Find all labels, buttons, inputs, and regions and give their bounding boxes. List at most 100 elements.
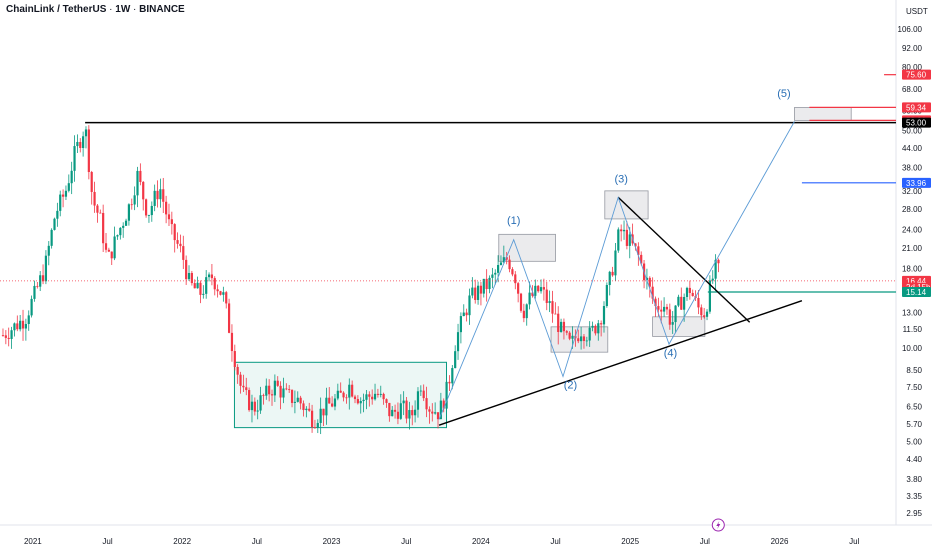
candle-body [84, 129, 88, 137]
currency-label: USDT [906, 7, 928, 16]
candle-body [625, 229, 628, 246]
candle-body [545, 289, 548, 303]
x-tick-label: 2021 [24, 537, 42, 546]
candle-body [70, 170, 73, 184]
candle-body [594, 325, 597, 334]
candle-body [468, 295, 471, 316]
candle-body [663, 306, 666, 312]
y-tick-label: 11.50 [903, 325, 923, 334]
candle-body [225, 292, 228, 304]
candle-body [554, 313, 557, 315]
candle-body [611, 271, 614, 276]
y-tick-label: 10.00 [902, 344, 923, 353]
price-badge-2 [902, 102, 931, 113]
candle-body [497, 264, 500, 273]
candle-body [268, 385, 271, 395]
candle-body [302, 403, 305, 411]
candle-body [236, 366, 239, 375]
candle-body [620, 229, 623, 232]
y-tick-label: 32.00 [902, 187, 923, 196]
candle-body [273, 380, 276, 396]
candle-body [537, 285, 540, 292]
candle-body [373, 393, 377, 400]
candle-body [445, 381, 448, 409]
candle-body [322, 408, 325, 416]
candle-body [368, 394, 371, 397]
y-tick-label: 44.00 [902, 144, 923, 153]
candle-body [522, 310, 525, 319]
candle-body [336, 390, 339, 399]
candle-body [353, 396, 357, 400]
candle-body [250, 401, 254, 411]
candle-body [288, 389, 291, 390]
y-tick-label: 3.80 [906, 475, 922, 484]
candle-body [519, 293, 523, 311]
candle-body [90, 172, 93, 192]
candle-body [305, 408, 308, 411]
candle-body [87, 129, 90, 173]
candle-body [227, 303, 231, 333]
candle-body [485, 278, 488, 290]
candle-body [534, 285, 537, 296]
candle-body [242, 385, 245, 388]
candle-body [104, 243, 108, 250]
candle-body [79, 141, 82, 148]
candle-body [382, 393, 385, 400]
candle-body [345, 397, 348, 399]
candle-body [405, 400, 408, 419]
x-tick-label: Jul [401, 537, 411, 546]
candle-body [705, 311, 709, 317]
wave-label-5: (5) [777, 88, 790, 100]
candle-body [640, 254, 643, 264]
candle-body [508, 259, 511, 270]
y-tick-label: 68.00 [902, 85, 923, 94]
trendline-1[interactable] [438, 300, 803, 426]
candle-body [248, 390, 251, 411]
trendline-2[interactable] [617, 196, 751, 323]
candle-body [82, 136, 85, 148]
candle-body [16, 323, 19, 330]
candle-body [153, 190, 156, 206]
zone-box-1[interactable] [498, 233, 556, 262]
x-tick-label: Jul [849, 537, 859, 546]
interval-label[interactable]: 1W [115, 4, 131, 15]
candle-body [419, 390, 422, 392]
candle-body [525, 304, 528, 319]
y-tick-label: 50.00 [902, 127, 923, 136]
candle-body [165, 201, 168, 215]
candle-body [376, 393, 380, 395]
candle-body [139, 170, 142, 182]
candle-body [597, 323, 600, 334]
candle-body [73, 146, 76, 171]
x-tick-label: Jul [550, 537, 560, 546]
candle-body [528, 292, 531, 305]
y-tick-label: 21.00 [902, 244, 923, 253]
symbol-name[interactable]: ChainLink / TetherUS [6, 4, 107, 15]
candle-body [442, 400, 445, 409]
candle-body [50, 229, 53, 246]
candle-body [170, 219, 173, 225]
candle-body [514, 274, 517, 284]
candle-body [411, 410, 414, 416]
y-tick-label: 6.50 [906, 402, 922, 411]
zone-box-5[interactable] [794, 107, 852, 121]
candle-body [700, 307, 703, 316]
candle-body [293, 401, 297, 403]
candle-body [187, 272, 191, 280]
y-tick-label: 106.00 [898, 25, 923, 34]
candle-body [668, 309, 671, 325]
candle-body [436, 412, 440, 420]
candle-body [402, 400, 405, 404]
candle-body [4, 335, 7, 338]
candle-body [614, 250, 617, 276]
candle-body [388, 402, 391, 417]
y-tick-label: 18.00 [902, 265, 923, 274]
elliott-wave-path[interactable] [438, 121, 795, 420]
candle-body [605, 284, 608, 307]
consolidation-box[interactable] [233, 361, 448, 429]
candle-body [551, 301, 554, 314]
candle-body [230, 332, 234, 352]
candle-body [222, 292, 225, 295]
candle-body [362, 399, 365, 402]
